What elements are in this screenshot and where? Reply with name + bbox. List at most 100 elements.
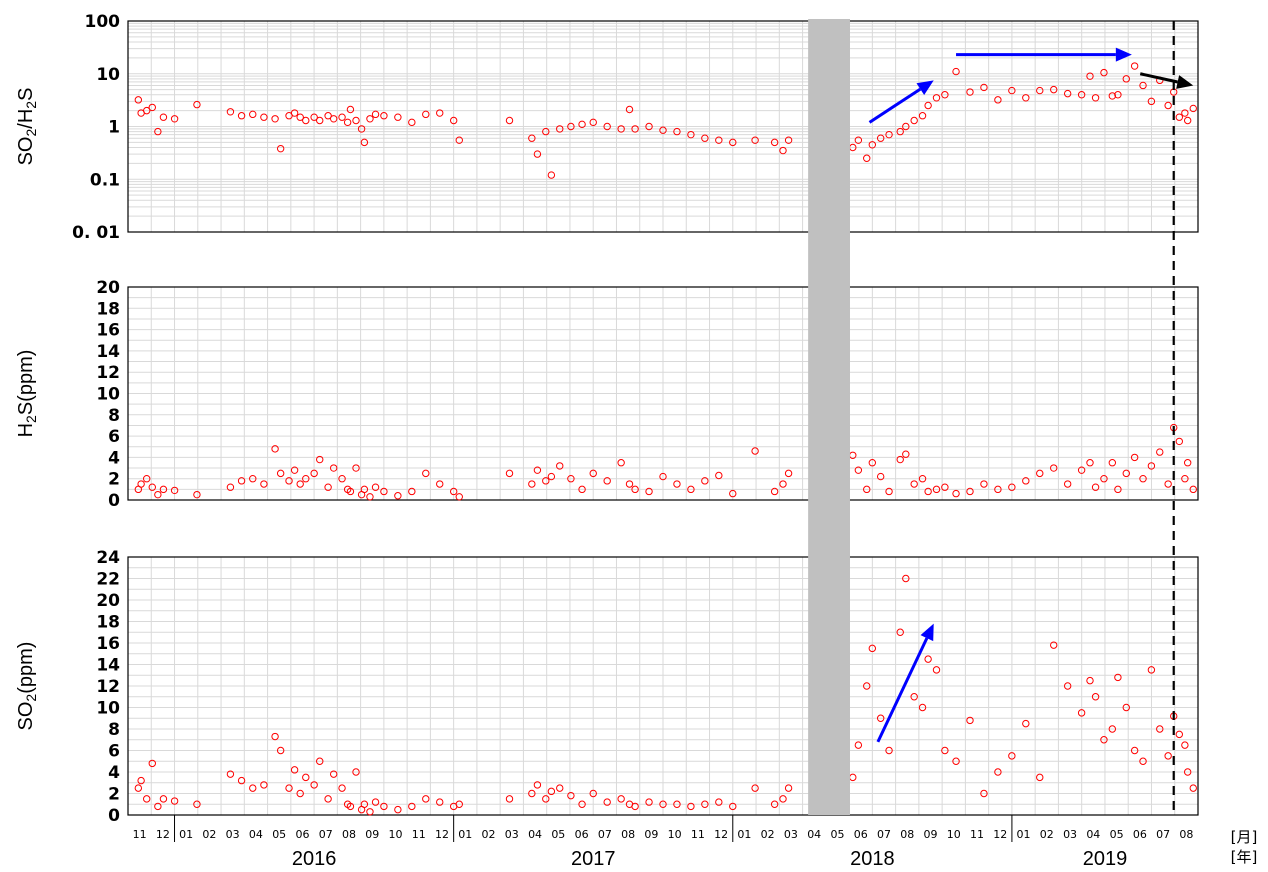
data-point [589,789,597,798]
data-point [1008,752,1016,760]
data-point [902,122,910,131]
data-point [148,483,156,491]
data-point [346,802,355,811]
y-axis-label-part: 2 [23,694,39,702]
data-point [226,108,235,116]
x-year-label: 2016 [292,848,337,870]
data-point [1183,116,1192,125]
data-point [941,483,949,491]
y-tick-label: 100 [85,12,121,32]
data-point [142,795,151,803]
data-point [966,487,974,496]
data-point [338,113,346,121]
data-point [1189,784,1197,792]
data-point [324,483,332,491]
data-point [547,787,556,796]
data-point [1181,475,1189,483]
data-point [770,800,779,808]
data-point [533,781,542,789]
data-point [226,483,235,491]
data-point [863,682,871,690]
data-point [994,768,1002,776]
y-tick-label: 12 [96,363,120,383]
data-point [533,150,542,158]
data-point [1077,466,1086,474]
data-point [329,115,338,123]
data-point [1183,768,1192,776]
data-point [352,464,360,472]
data-point [673,800,681,808]
y-axis-label: SO2/H2S [15,88,39,166]
y-tick-label: 10 [96,699,120,719]
data-point [1063,89,1072,98]
data-point [896,127,904,136]
data-point [271,115,279,123]
data-point [237,477,246,485]
data-point [924,487,932,496]
y-axis-label-part: S [15,88,37,101]
data-point [455,493,463,501]
x-month-label: 11 [412,828,426,841]
data-point [285,784,293,792]
data-point [1189,485,1197,494]
y-tick-label: 4 [108,448,120,468]
data-point [1091,693,1100,701]
x-month-label: 12 [714,828,728,841]
data-point [436,109,444,117]
data-point [193,800,201,808]
data-point [924,101,932,110]
data-point [556,784,564,792]
data-point [932,666,941,674]
data-point [324,112,332,120]
data-point [876,134,885,142]
data-point [408,487,416,496]
data-point [547,472,556,481]
data-point [1100,736,1108,744]
x-month-label: 05 [272,828,286,841]
data-point [249,110,257,119]
data-point [366,493,374,501]
x-month-label: 01 [179,828,193,841]
data-point [784,469,793,478]
x-month-label: 05 [1110,828,1124,841]
year-unit-label: [年] [1231,848,1258,866]
data-point [1050,85,1058,94]
data-point [193,100,201,109]
data-point [578,800,586,808]
data-point [285,477,293,485]
data-point [137,776,145,785]
data-point [290,109,299,117]
data-point [360,800,369,808]
data-point [556,462,564,470]
data-point [1091,94,1100,102]
data-point [1139,757,1147,765]
data-point [896,628,904,636]
data-point [148,759,156,768]
data-point [687,485,695,494]
data-point [617,459,625,467]
data-point [302,475,310,483]
data-point [625,480,634,488]
x-month-label: 04 [807,828,821,841]
y-tick-label: 8 [108,406,120,426]
x-month-label: 10 [947,828,961,841]
x-month-label: 07 [1156,828,1170,841]
data-point [770,138,779,147]
y-tick-label: 16 [96,634,120,654]
plot-frame [127,286,1199,501]
data-point [1181,109,1189,117]
data-point [932,485,941,494]
data-point [366,115,374,123]
x-month-label: 01 [737,828,751,841]
y-tick-label: 12 [96,677,120,697]
data-point [296,789,304,798]
data-point [902,450,910,458]
data-point [422,469,430,478]
y-tick-label: 20 [96,591,120,611]
y-tick-label: 18 [96,299,120,319]
data-point [449,487,458,496]
y-axis-label-part: 2 [23,101,39,109]
data-point [751,447,759,455]
data-point [603,477,611,485]
